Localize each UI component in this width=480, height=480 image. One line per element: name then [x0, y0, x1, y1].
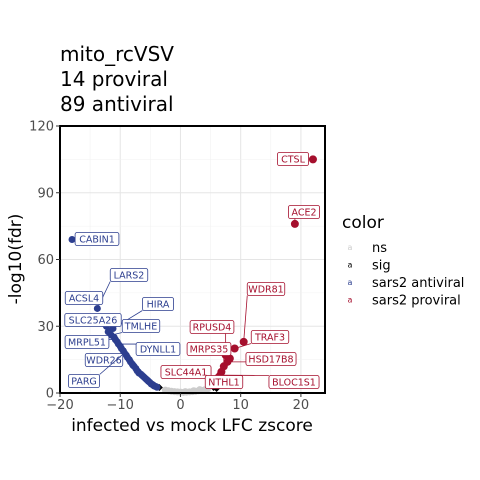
gene-label: NTHL1	[208, 377, 239, 388]
gene-labels: CTSL ACE2 WDR81 RPUSD4 TRAF3 MRPS35 HSD17B8 SLC…	[64, 152, 320, 389]
label-leader	[234, 343, 252, 349]
label-leader	[111, 332, 123, 336]
title-line-2: 14 proviral	[60, 67, 168, 91]
gene-label: LARS2	[114, 270, 145, 281]
y-axis-title: -log10(fdr)	[6, 214, 26, 305]
gene-label-box	[135, 342, 181, 356]
chart-title: mito_rcVSV 14 proviral 89 antiviral	[60, 42, 174, 116]
gene-label: BLOC1S1	[272, 377, 316, 388]
title-line-1: mito_rcVSV	[60, 42, 174, 66]
gene-label-box	[64, 313, 122, 327]
point-antiviral	[149, 381, 157, 389]
x-tick-label: −10	[107, 398, 134, 413]
gene-label: MRPS35	[190, 344, 229, 355]
gene-label-box	[276, 152, 309, 166]
y-tick-label: 120	[29, 120, 54, 135]
label-leader	[243, 295, 248, 342]
gene-label-box	[186, 342, 232, 356]
y-axis-ticks: 0 30 60 90 120	[29, 120, 60, 402]
y-tick-label: 30	[37, 320, 54, 335]
gene-label: CABIN1	[79, 234, 115, 245]
x-axis-ticks: −20 −10 0 10 20	[46, 393, 309, 413]
gene-label: CTSL	[281, 154, 305, 165]
gene-label-box	[246, 282, 286, 296]
legend-title: color	[342, 213, 384, 233]
point-antiviral	[133, 367, 141, 375]
gene-label: WDR26	[86, 355, 121, 366]
gene-label-box	[250, 330, 290, 344]
y-tick-label: 0	[46, 387, 54, 402]
gene-label: DYNLL1	[140, 344, 176, 355]
legend-label-ns: ns	[372, 241, 387, 256]
point-ns	[181, 388, 189, 396]
point-antiviral	[113, 338, 121, 346]
gene-label: TMLHE	[124, 321, 157, 332]
point-antiviral	[138, 371, 146, 379]
gene-label: WDR81	[248, 284, 283, 295]
y-tick-label: 90	[37, 186, 54, 201]
gene-label: ACE2	[291, 207, 316, 218]
gene-label: RPUSD4	[193, 322, 232, 333]
point-ns	[196, 386, 204, 394]
gene-label-box	[141, 297, 174, 311]
legend-label-proviral: sars2 proviral	[372, 294, 461, 309]
point-ns	[161, 386, 169, 394]
x-tick-label: −20	[46, 398, 73, 413]
point-antiviral	[128, 360, 136, 368]
legend-label-antiviral: sars2 antiviral	[372, 276, 464, 291]
x-tick-label: 10	[232, 398, 249, 413]
x-tick-label: 0	[176, 398, 184, 413]
gene-label-box	[245, 352, 297, 366]
gene-label: MRPL51	[68, 337, 106, 348]
title-line-3: 89 antiviral	[60, 92, 174, 116]
point-antiviral	[105, 327, 113, 335]
point-proviral	[308, 155, 317, 164]
gene-label-box	[109, 268, 149, 282]
legend-label-sig: sig	[372, 259, 391, 274]
gene-label-box	[268, 375, 320, 389]
gene-label: TRAF3	[254, 332, 285, 343]
point-ns	[173, 388, 181, 396]
gene-label-box	[160, 365, 212, 379]
gene-label-box	[287, 205, 320, 219]
legend-key-antiviral: a	[348, 278, 353, 287]
point-antiviral	[119, 347, 127, 355]
y-tick-label: 60	[37, 253, 54, 268]
x-axis-title: infected vs mock LFC zscore	[71, 416, 313, 436]
gene-label-box	[64, 335, 110, 349]
point-proviral	[225, 354, 234, 363]
gene-label-box	[68, 374, 101, 388]
point-antiviral	[143, 376, 151, 384]
gene-label-box	[121, 319, 161, 333]
gene-label: PARG	[71, 376, 97, 387]
legend-key-proviral: a	[348, 296, 353, 305]
point-antiviral	[68, 235, 76, 243]
legend-key-ns: a	[348, 243, 353, 252]
gene-label-box	[64, 291, 104, 305]
gene-label: HIRA	[147, 299, 170, 310]
legend-key-sig: a	[348, 261, 353, 270]
label-leader	[99, 352, 125, 375]
gene-label-box	[84, 353, 124, 367]
gene-label-box	[189, 320, 235, 334]
gene-label: ACSL4	[69, 293, 99, 304]
gene-label: SLC44A1	[165, 367, 208, 378]
gene-label: HSD17B8	[248, 354, 293, 365]
legend: color a ns a sig a sars2 antiviral a sars2 prov…	[342, 213, 464, 309]
gene-label: SLC25A26	[69, 315, 118, 326]
gene-label-box	[74, 232, 120, 246]
x-tick-label: 20	[293, 398, 310, 413]
